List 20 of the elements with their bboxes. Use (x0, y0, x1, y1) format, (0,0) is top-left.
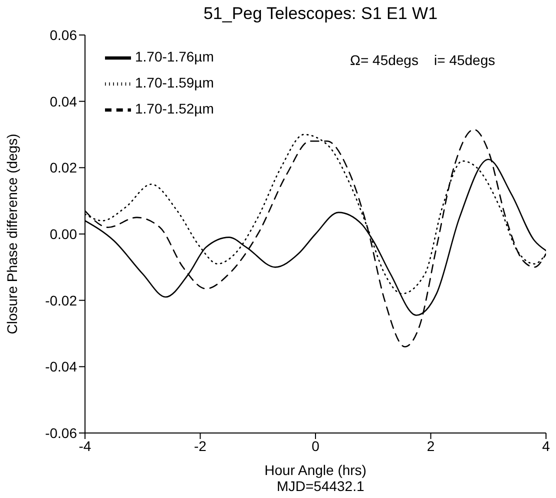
text: MJD=54432.1 (276, 478, 366, 494)
x-tick-label: -2 (194, 438, 207, 454)
legend-label: 1.70-1.76µm (135, 48, 214, 65)
chart-title: 51_Peg Telescopes: S1 E1 W1 (202, 4, 439, 24)
legend-label: 1.70-1.59µm (135, 74, 214, 91)
x-tick-label: 0 (312, 438, 320, 454)
y-tick-label: -0.06 (45, 424, 78, 441)
y-tick-label: 0.02 (50, 160, 78, 176)
x-axis-title: Hour Angle (hrs) (264, 462, 366, 478)
y-axis-title: Closure Phase difference (degs) (4, 134, 20, 334)
y-tick-label: 0.06 (50, 26, 78, 43)
x-tick-label: 2 (426, 438, 435, 454)
y-tick-label: 0.04 (50, 93, 78, 110)
y-tick-label: -0.04 (45, 358, 78, 375)
annotation: Ω= 45degs i= 45degs (350, 52, 496, 68)
x-tick-label: 4 (542, 438, 550, 454)
y-tick-label: -0.02 (45, 292, 78, 308)
legend-label: 1.70-1.52µm (135, 100, 214, 117)
y-tick-label: 0.00 (50, 226, 78, 242)
x-tick-label: -4 (78, 438, 92, 454)
